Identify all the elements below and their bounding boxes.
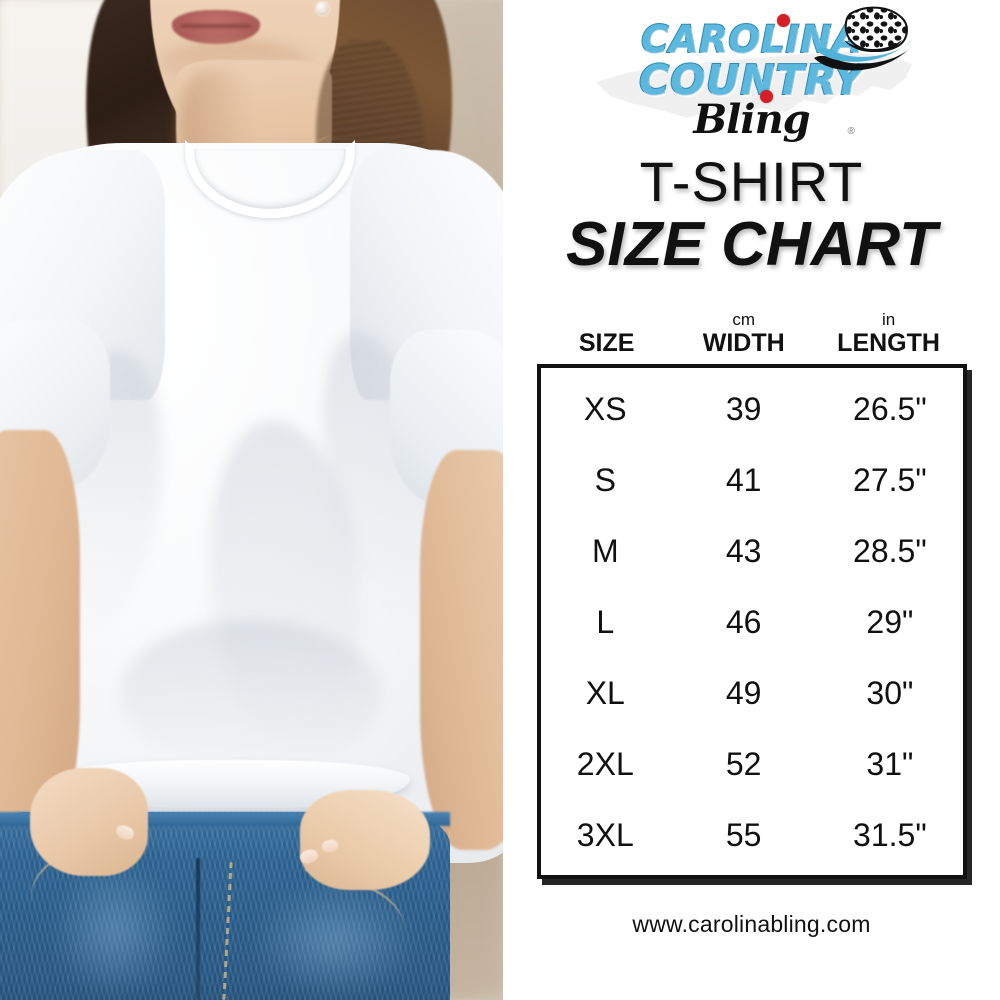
model-hand-right [300, 790, 430, 890]
denim-fade [250, 880, 420, 1000]
table-header-row: SIZE cm WIDTH in LENGTH [537, 311, 967, 364]
cell-width: 46 [725, 604, 762, 641]
page-title-line1: T-SHIRT [639, 150, 864, 213]
cell-size: M [591, 533, 619, 570]
column-header-size: SIZE [543, 329, 671, 358]
logo-wordmark: CAROLINA COUNTRY Bling ® [582, 6, 922, 150]
column-header-length-label: LENGTH [837, 329, 940, 358]
model-photo-illustration [0, 0, 503, 1000]
table-row: 3XL 55 31.5" [541, 800, 963, 871]
heart-dot-icon [776, 14, 790, 27]
cell-length: 28.5" [853, 533, 927, 570]
cell-size: S [594, 462, 616, 499]
model-arm-right [420, 450, 503, 850]
table-row: S 41 27.5" [541, 445, 963, 516]
product-photo [0, 0, 503, 1000]
denim-fade [50, 860, 180, 1000]
table-row: XS 39 26.5" [541, 374, 963, 445]
cowboy-hat-icon [813, 6, 912, 71]
column-unit-in: in [881, 310, 896, 330]
column-header-length: in LENGTH [817, 311, 961, 358]
brand-logo: CAROLINA COUNTRY Bling ® [582, 6, 922, 150]
model-hand-left [30, 768, 148, 876]
cell-length: 27.5" [853, 462, 927, 499]
cell-length: 29" [866, 604, 914, 641]
heart-dot-icon [759, 90, 773, 103]
jeans-fly [196, 858, 200, 1000]
cell-size: L [596, 604, 615, 641]
info-panel: CAROLINA COUNTRY Bling ® [503, 0, 1000, 1000]
registered-mark: ® [847, 126, 855, 137]
table-row: XL 49 30" [541, 658, 963, 729]
cell-width: 55 [725, 817, 762, 854]
cell-length: 30" [866, 675, 914, 712]
table-row: L 46 29" [541, 587, 963, 658]
tshirt-fold [120, 620, 380, 770]
cell-width: 41 [725, 462, 762, 499]
pearl-earring-icon [316, 2, 329, 15]
size-chart-table: SIZE cm WIDTH in LENGTH XS 39 26.5" [536, 311, 967, 880]
table-row: M 43 28.5" [541, 516, 963, 587]
cell-length: 31" [866, 746, 914, 783]
cell-width: 49 [725, 675, 762, 712]
north-carolina-map-icon [595, 52, 912, 118]
cell-size: XL [585, 675, 625, 712]
column-header-width: cm WIDTH [671, 311, 817, 358]
cell-length: 26.5" [853, 391, 927, 428]
column-header-width-label: WIDTH [702, 329, 785, 358]
logo-script-bling: Bling [693, 96, 810, 143]
model-lips [172, 10, 260, 44]
column-header-size-label: SIZE [578, 329, 635, 358]
website-url[interactable]: www.carolinabling.com [632, 911, 871, 938]
cell-width: 52 [725, 746, 762, 783]
page-title-line2: SIZE CHART [566, 210, 937, 279]
cell-size: 3XL [576, 817, 634, 854]
cell-width: 43 [725, 533, 762, 570]
table-body: XS 39 26.5" S 41 27.5" M 43 28.5" L 46 [536, 364, 967, 880]
cell-size: XS [583, 391, 627, 428]
table-row: 2XL 52 31" [541, 729, 963, 800]
cell-length: 31.5" [853, 817, 927, 854]
cell-size: 2XL [576, 746, 634, 783]
column-unit-cm: cm [732, 310, 756, 330]
cell-width: 39 [725, 391, 762, 428]
